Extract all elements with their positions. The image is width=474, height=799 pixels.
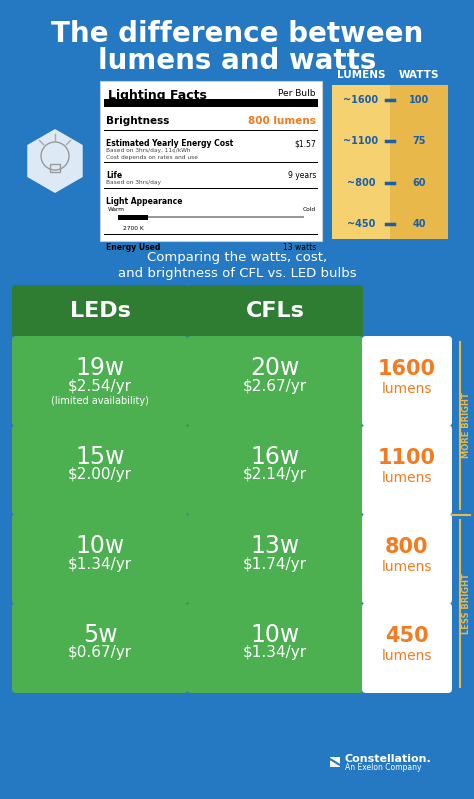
FancyBboxPatch shape [187, 336, 363, 426]
Text: lumens: lumens [382, 560, 432, 574]
Text: $2.14/yr: $2.14/yr [243, 467, 307, 483]
Text: 13 watts: 13 watts [283, 243, 316, 252]
Text: (limited availability): (limited availability) [51, 396, 149, 406]
FancyBboxPatch shape [187, 603, 363, 693]
Text: Warm: Warm [108, 207, 125, 212]
Text: 13w: 13w [250, 534, 300, 558]
Text: Light Appearance: Light Appearance [106, 197, 182, 206]
FancyBboxPatch shape [187, 285, 363, 337]
Text: 20w: 20w [250, 356, 300, 380]
Text: ~450: ~450 [347, 219, 375, 229]
Text: and brightness of CFL vs. LED bulbs: and brightness of CFL vs. LED bulbs [118, 267, 356, 280]
Text: 15w: 15w [75, 445, 125, 469]
Text: $1.57: $1.57 [294, 139, 316, 148]
Text: The difference between: The difference between [51, 20, 423, 48]
Text: Brightness: Brightness [106, 116, 169, 126]
Bar [104, 130, 318, 131]
Text: 40: 40 [412, 219, 426, 229]
Text: lumens and watts: lumens and watts [98, 47, 376, 75]
Text: ~800: ~800 [347, 177, 375, 188]
Text: CFLs: CFLs [246, 301, 304, 321]
FancyBboxPatch shape [362, 514, 452, 604]
Text: LESS BRIGHT: LESS BRIGHT [463, 573, 472, 634]
Bar [118, 214, 148, 220]
FancyBboxPatch shape [362, 425, 452, 515]
Text: $2.67/yr: $2.67/yr [243, 379, 307, 393]
Text: LEDs: LEDs [70, 301, 130, 321]
Text: Estimated Yearly Energy Cost: Estimated Yearly Energy Cost [106, 139, 233, 148]
Text: Based on 3hrs/day: Based on 3hrs/day [106, 180, 161, 185]
Text: Energy Used: Energy Used [106, 243, 160, 252]
Bar [332, 85, 390, 239]
Text: 5w: 5w [82, 623, 117, 647]
Text: $2.00/yr: $2.00/yr [68, 467, 132, 483]
FancyBboxPatch shape [100, 81, 322, 241]
Text: 1100: 1100 [378, 448, 436, 468]
Bar [104, 99, 318, 107]
Text: Per Bulb: Per Bulb [279, 89, 316, 98]
Text: An Exelon Company: An Exelon Company [345, 764, 421, 773]
FancyBboxPatch shape [12, 336, 188, 426]
Text: $1.74/yr: $1.74/yr [243, 556, 307, 571]
Text: lumens: lumens [382, 649, 432, 663]
FancyBboxPatch shape [12, 514, 188, 604]
Text: 10w: 10w [250, 623, 300, 647]
Text: lumens: lumens [382, 382, 432, 396]
Text: 2700 K: 2700 K [123, 226, 143, 231]
Text: 16w: 16w [250, 445, 300, 469]
Text: 75: 75 [412, 137, 426, 146]
FancyBboxPatch shape [12, 603, 188, 693]
Bar [390, 85, 448, 239]
Bar [104, 162, 318, 163]
Text: 10w: 10w [75, 534, 125, 558]
Text: 800: 800 [385, 537, 429, 557]
Bar [104, 234, 318, 235]
Text: 60: 60 [412, 177, 426, 188]
Text: 100: 100 [409, 95, 429, 105]
Text: 19w: 19w [75, 356, 125, 380]
FancyBboxPatch shape [12, 425, 188, 515]
Text: 800 lumens: 800 lumens [248, 116, 316, 126]
Text: ~1100: ~1100 [344, 137, 379, 146]
FancyBboxPatch shape [187, 514, 363, 604]
Text: Cost depends on rates and use: Cost depends on rates and use [106, 155, 198, 160]
Polygon shape [27, 129, 82, 193]
Text: $1.34/yr: $1.34/yr [68, 556, 132, 571]
Text: $0.67/yr: $0.67/yr [68, 646, 132, 661]
Text: lumens: lumens [382, 471, 432, 485]
Bar [50, 164, 60, 172]
Text: LUMENS: LUMENS [337, 70, 385, 80]
Text: Life: Life [106, 171, 122, 180]
Bar [118, 216, 304, 218]
Text: Cold: Cold [303, 207, 316, 212]
Text: Constellation.: Constellation. [345, 754, 432, 764]
Text: 1600: 1600 [378, 359, 436, 379]
Text: Based on 3hrs/day, 11¢/kWh: Based on 3hrs/day, 11¢/kWh [106, 148, 191, 153]
Text: $2.54/yr: $2.54/yr [68, 379, 132, 393]
Text: $1.34/yr: $1.34/yr [243, 646, 307, 661]
Text: MORE BRIGHT: MORE BRIGHT [463, 392, 472, 459]
Polygon shape [330, 757, 340, 767]
Text: 450: 450 [385, 626, 429, 646]
FancyBboxPatch shape [362, 336, 452, 426]
Text: Comparing the watts, cost,: Comparing the watts, cost, [147, 251, 327, 264]
FancyBboxPatch shape [187, 425, 363, 515]
FancyBboxPatch shape [12, 285, 188, 337]
FancyBboxPatch shape [362, 603, 452, 693]
Text: 9 years: 9 years [288, 171, 316, 180]
Text: ~1600: ~1600 [344, 95, 379, 105]
Text: Lighting Facts: Lighting Facts [108, 89, 207, 102]
Text: WATTS: WATTS [399, 70, 439, 80]
